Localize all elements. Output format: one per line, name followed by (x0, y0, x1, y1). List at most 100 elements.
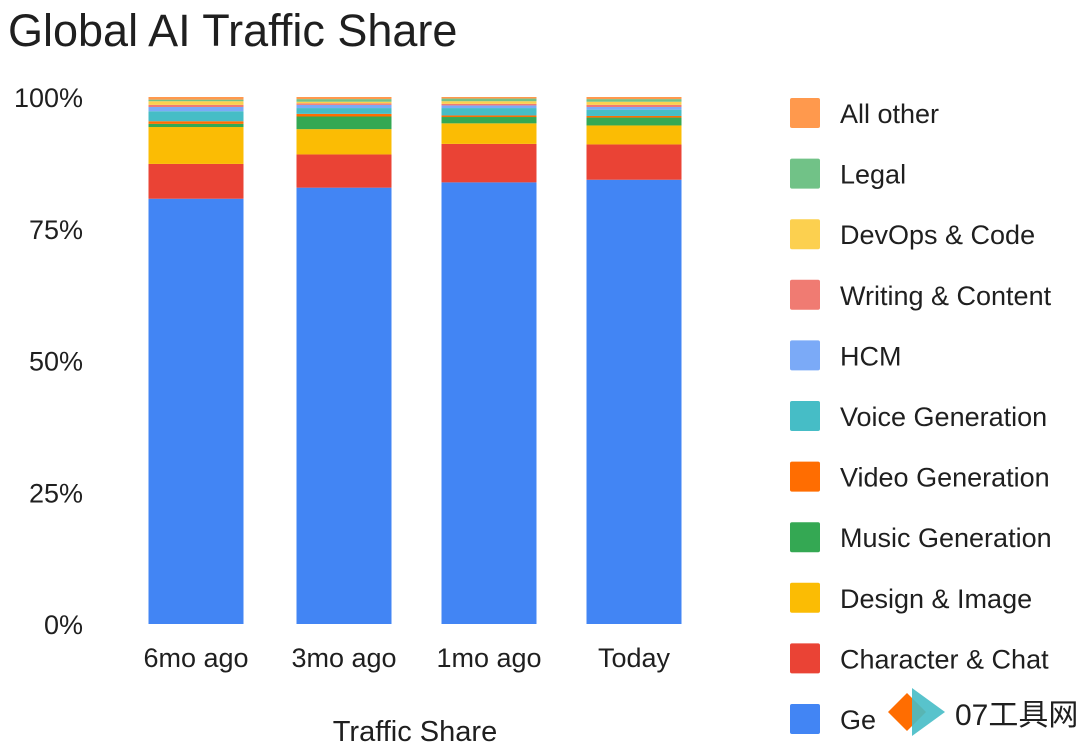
bar-segment (296, 97, 392, 100)
legend-swatch (790, 582, 820, 613)
legend-item: Music Generation (790, 522, 1052, 553)
bar-segment (296, 113, 392, 117)
bar-stack (441, 97, 537, 624)
legend-label: Design & Image (840, 584, 1032, 614)
bar-segment (441, 98, 537, 102)
bar-segment (148, 104, 244, 108)
y-tick-label: 100% (14, 83, 83, 113)
bar-segment (441, 143, 537, 183)
legend-swatch (790, 98, 820, 128)
legend-item: Character & Chat (790, 643, 1049, 674)
bar-segment (586, 101, 682, 105)
bar-segment (148, 101, 244, 105)
bar-segment (441, 105, 537, 109)
bar-segment (148, 111, 244, 122)
legend-label: Music Generation (840, 523, 1052, 553)
legend-swatch (790, 643, 820, 674)
watermark-logo-icon-accent (912, 688, 945, 736)
y-tick-label: 25% (29, 478, 83, 508)
bar-segment (586, 179, 682, 624)
bar-segment (586, 104, 682, 108)
x-tick-label: 3mo ago (291, 643, 396, 673)
legend-label: Writing & Content (840, 281, 1052, 311)
bar-segment (296, 116, 392, 130)
bar-stack (586, 97, 682, 624)
bar-segment (441, 117, 537, 124)
bar-segment (148, 123, 244, 128)
bar-segment (441, 108, 537, 116)
bar-segment (296, 129, 392, 155)
legend-swatch (790, 704, 820, 734)
bar-segment (441, 123, 537, 144)
legend-item: Writing & Content (790, 279, 1052, 311)
bar-segment (586, 117, 682, 126)
y-tick-label: 50% (29, 347, 83, 377)
bar-segment (296, 99, 392, 102)
bar-segment (441, 182, 537, 624)
legend-item: Design & Image (790, 582, 1032, 614)
bar-segment (296, 104, 392, 109)
x-tick-label: 6mo ago (143, 643, 248, 673)
bar-segment (148, 127, 244, 164)
legend-item: DevOps & Code (790, 219, 1035, 250)
bar-segment (148, 121, 244, 124)
bar-segment (441, 97, 537, 99)
legend-label: Legal (840, 160, 906, 190)
chart-title: Global AI Traffic Share (8, 5, 457, 56)
legend: All other Legal DevOps & Code Writing & Con… (790, 98, 1052, 735)
bar-segment (296, 108, 392, 114)
legend-label: Voice Generation (840, 402, 1047, 432)
x-tick-label: Today (598, 643, 671, 673)
legend-label: HCM (840, 341, 902, 371)
bar-segment (586, 144, 682, 180)
bar-segment (296, 103, 392, 105)
bar-segment (148, 97, 244, 100)
x-axis-label: Traffic Share (333, 716, 497, 747)
bar-segment (296, 154, 392, 188)
legend-label: DevOps & Code (840, 220, 1035, 250)
y-tick-label: 75% (29, 215, 83, 245)
bar-segment (441, 101, 537, 104)
bar-segment (148, 99, 244, 102)
bar-segment (296, 101, 392, 104)
bars (148, 97, 682, 625)
x-tick-label: 1mo ago (436, 643, 541, 673)
y-tick-label: 0% (44, 610, 83, 640)
legend-label: All other (840, 99, 939, 129)
watermark-text: 07工具网 (955, 699, 1078, 732)
y-axis: 0% 25% 50% 75% 100% (14, 83, 83, 640)
bar-stack (296, 97, 392, 625)
legend-swatch (790, 340, 820, 371)
bar-segment (586, 109, 682, 116)
legend-label: Ge (840, 705, 876, 735)
bar-segment (586, 99, 682, 102)
legend-swatch (790, 461, 820, 492)
legend-swatch (790, 279, 820, 310)
legend-swatch (790, 401, 820, 431)
legend-swatch (790, 158, 820, 189)
bar-segment (586, 97, 682, 100)
legend-item: Legal (790, 158, 906, 190)
bar-segment (148, 107, 244, 112)
bar-segment (148, 163, 244, 199)
legend-item: Voice Generation (790, 401, 1047, 432)
bar-segment (441, 103, 537, 106)
legend-swatch (790, 219, 820, 250)
bar-segment (148, 198, 244, 624)
bar-segment (586, 115, 682, 118)
bar-segment (586, 107, 682, 110)
legend-label: Video Generation (840, 463, 1050, 493)
legend-item: Ge (790, 704, 876, 735)
legend-item: All other (790, 98, 939, 129)
legend-label: Character & Chat (840, 644, 1049, 674)
bar-stack (148, 97, 244, 624)
watermark: 07工具网 (888, 688, 1078, 736)
legend-item: HCM (790, 340, 902, 371)
legend-swatch (790, 522, 820, 553)
legend-item: Video Generation (790, 461, 1050, 493)
bar-segment (296, 187, 392, 625)
bar-segment (586, 125, 682, 145)
x-axis: 6mo ago 3mo ago 1mo ago Today (143, 643, 670, 673)
bar-segment (441, 115, 537, 118)
